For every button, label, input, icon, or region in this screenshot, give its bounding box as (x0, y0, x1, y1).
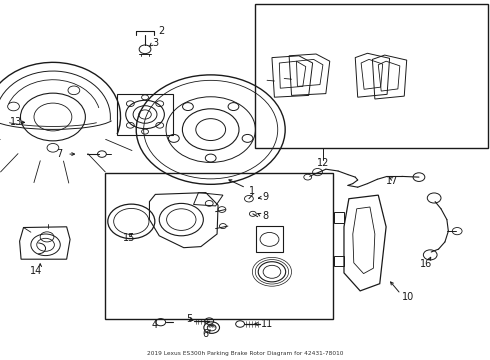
Text: 12: 12 (317, 158, 330, 168)
Text: 9: 9 (263, 192, 269, 202)
Text: 1: 1 (249, 186, 255, 196)
Bar (255, 4, 488, 148)
Text: 7: 7 (56, 149, 63, 159)
Text: 5: 5 (186, 314, 193, 324)
Text: 8: 8 (263, 211, 269, 221)
Text: 3: 3 (152, 38, 158, 48)
Text: 13: 13 (10, 117, 22, 127)
Text: 10: 10 (402, 292, 414, 302)
Text: 2: 2 (158, 26, 164, 36)
Text: 11: 11 (261, 319, 273, 329)
Text: 4: 4 (152, 320, 158, 330)
Text: 6: 6 (203, 329, 209, 339)
Bar (105, 173, 333, 319)
Text: 16: 16 (420, 258, 433, 269)
Text: 17: 17 (386, 176, 398, 186)
Text: 2019 Lexus ES300h Parking Brake Rotor Diagram for 42431-78010: 2019 Lexus ES300h Parking Brake Rotor Di… (147, 351, 343, 356)
Text: 14: 14 (30, 266, 42, 276)
Text: 15: 15 (122, 233, 135, 243)
